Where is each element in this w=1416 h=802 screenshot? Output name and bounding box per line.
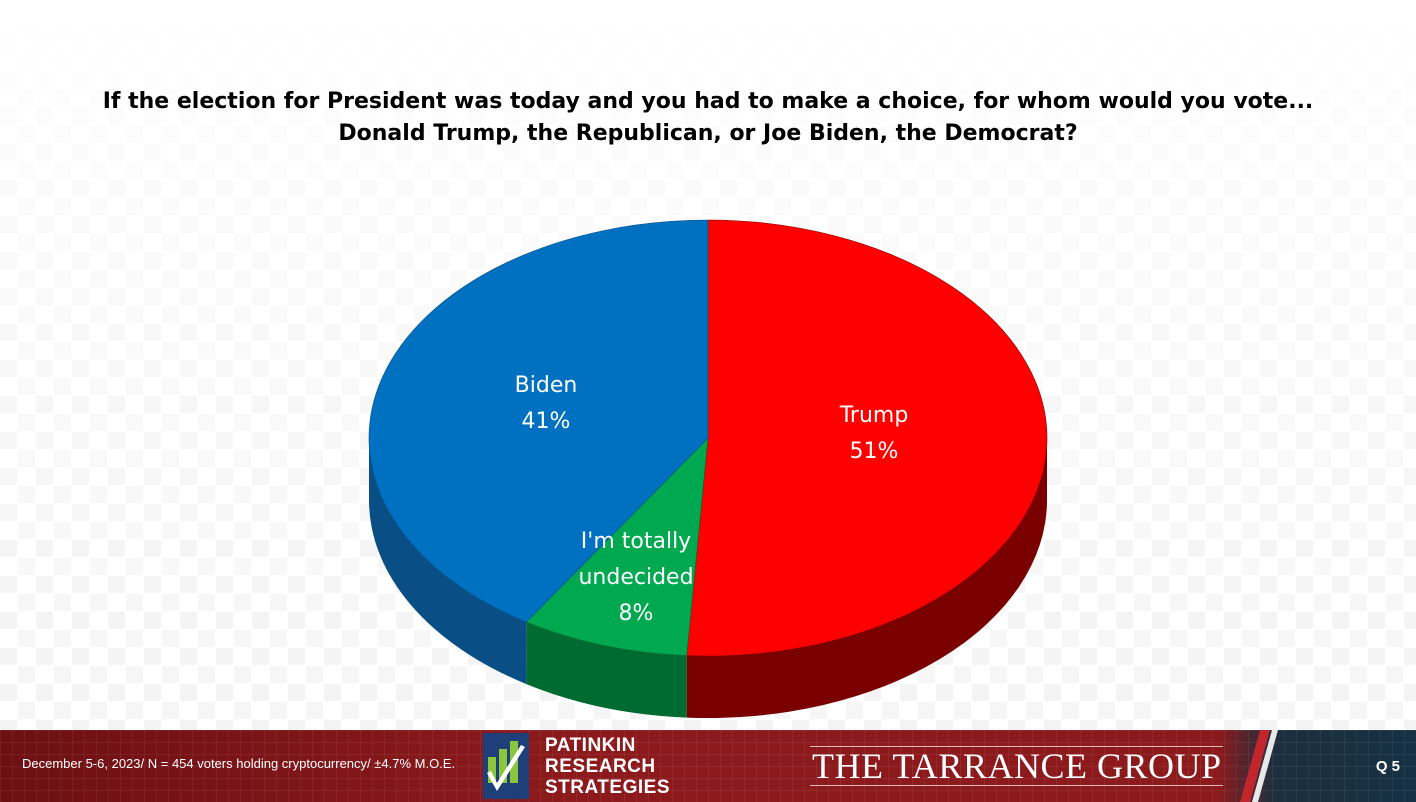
patinkin-logo-icon	[483, 733, 529, 799]
methodology-note: December 5-6, 2023/ N = 454 voters holdi…	[22, 756, 456, 771]
pie-chart: Trump 51% I'm totally undecided 8% Biden 41%	[368, 219, 1048, 718]
footer-bar: December 5-6, 2023/ N = 454 voters holdi…	[0, 730, 1416, 802]
pie-slice-i-m-totally-undecided	[525, 437, 709, 656]
pie-slice-trump	[686, 219, 1048, 657]
question-number: Q 5	[1375, 758, 1400, 775]
slice-label: Biden 41%	[515, 373, 578, 434]
pie-side-trump	[686, 438, 1047, 718]
logo-line: RESEARCH	[545, 756, 656, 777]
slice-label: I'm totally undecided 8%	[578, 529, 693, 626]
slice-label: Trump 51%	[839, 403, 909, 464]
logo-line: PATINKIN	[545, 735, 636, 756]
chart-title: If the election for President was today …	[102, 89, 1314, 146]
pie-slice-biden	[368, 219, 709, 623]
pie-side-biden	[369, 438, 527, 685]
pie-side-i-m-totally-undecided	[526, 622, 687, 718]
logo-line: STRATEGIES	[545, 777, 670, 798]
accent-stripe	[1240, 730, 1278, 802]
patinkin-logo-text: PATINKIN RESEARCH STRATEGIES	[545, 735, 670, 798]
tarrance-group-logo: THE TARRANCE GROUP	[810, 746, 1224, 786]
